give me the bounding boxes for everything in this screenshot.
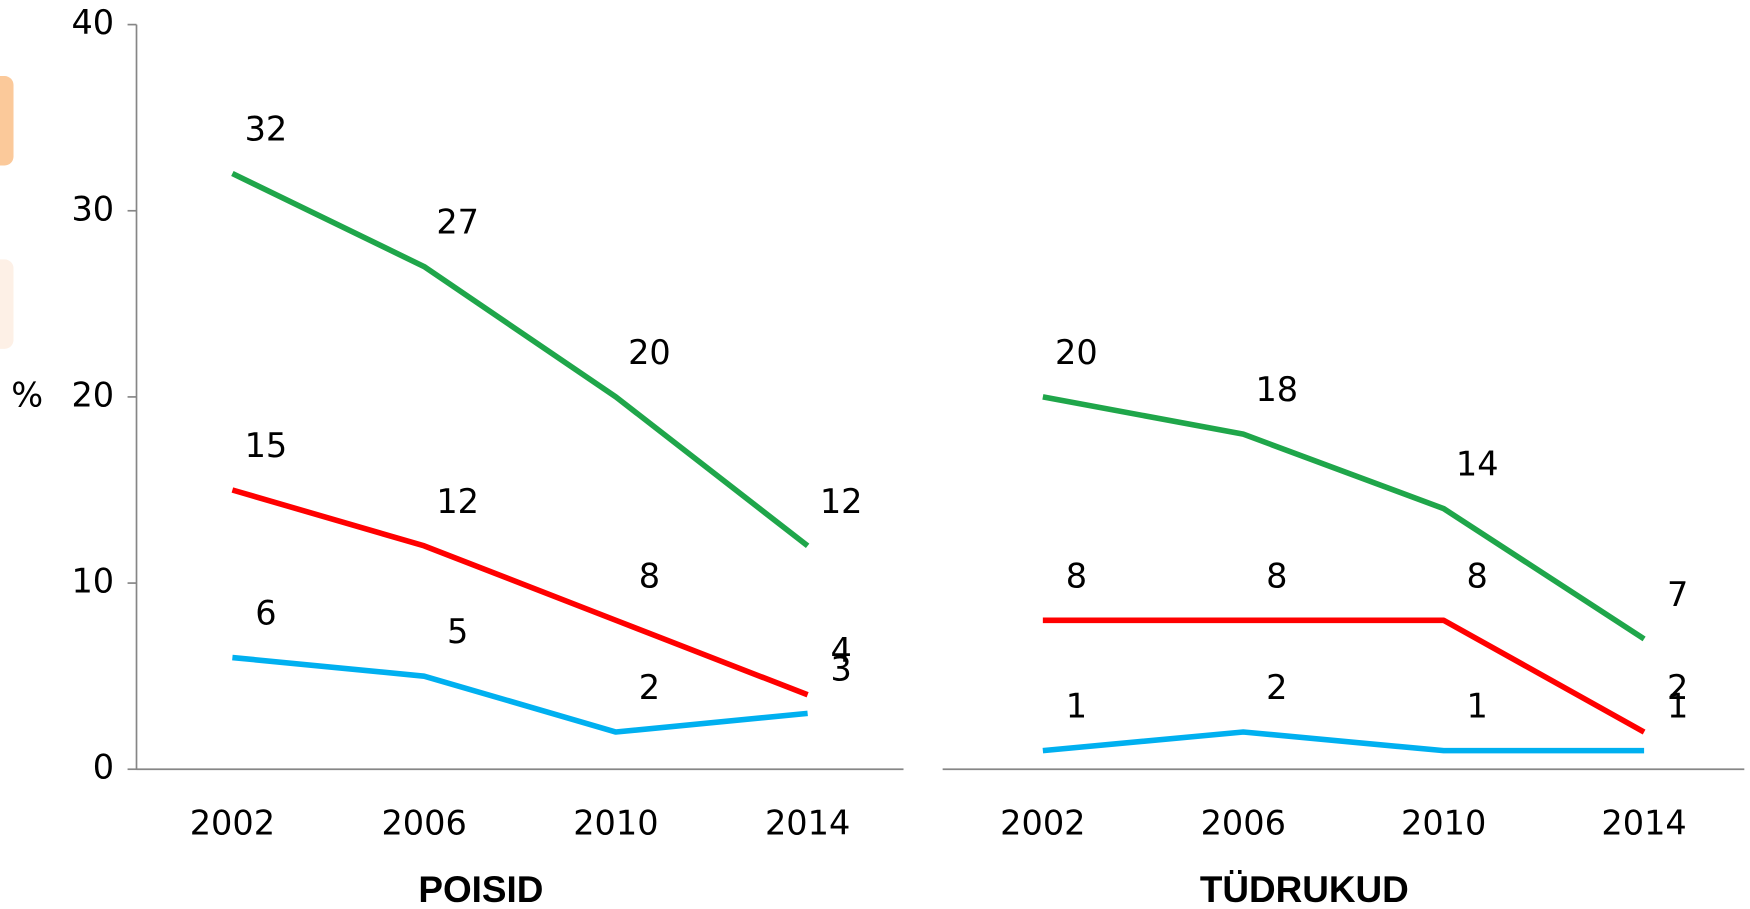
y-tick-label: 20 xyxy=(71,375,114,414)
data-label: 27 xyxy=(436,203,479,242)
x-tick-label: 2002 xyxy=(190,804,275,843)
x-tick-label: 2002 xyxy=(1000,804,1085,843)
data-label: 20 xyxy=(1055,333,1098,372)
data-label: 32 xyxy=(245,110,288,149)
data-label: 5 xyxy=(447,612,468,651)
line xyxy=(1042,394,1646,642)
data-label: 18 xyxy=(1255,370,1298,409)
data-label: 8 xyxy=(1266,556,1287,595)
data-label: 20 xyxy=(628,333,671,372)
data-label: 8 xyxy=(1066,556,1087,595)
data-label: 3 xyxy=(831,649,852,688)
data-label: 2 xyxy=(1667,668,1688,707)
chart-title: TÜDRUKUD xyxy=(1200,869,1409,909)
line xyxy=(1042,729,1645,754)
y-tick-label: 10 xyxy=(71,562,114,601)
decoration xyxy=(0,76,14,166)
data-label: 4 xyxy=(831,631,852,670)
data-label: 2 xyxy=(639,668,660,707)
data-label: 1 xyxy=(1467,687,1488,726)
data-label: 6 xyxy=(255,594,276,633)
data-label: 8 xyxy=(1467,556,1488,595)
line xyxy=(231,487,809,698)
data-label: 8 xyxy=(639,556,660,595)
data-label: 1 xyxy=(1667,687,1688,726)
x-tick-label: 2006 xyxy=(1201,804,1286,843)
line xyxy=(1042,617,1646,735)
decoration xyxy=(0,259,14,349)
y-tick-label: 30 xyxy=(71,189,114,228)
line xyxy=(231,171,810,549)
x-tick-label: 2014 xyxy=(1601,804,1686,843)
data-label: 14 xyxy=(1456,445,1499,484)
data-label: 12 xyxy=(436,482,479,521)
line xyxy=(232,654,808,735)
y-axis-label: % xyxy=(11,375,43,414)
x-tick-label: 2010 xyxy=(573,804,658,843)
y-tick-label: 0 xyxy=(93,748,114,787)
x-tick-label: 2010 xyxy=(1401,804,1486,843)
data-label: 2 xyxy=(1266,668,1287,707)
x-tick-label: 2014 xyxy=(765,804,850,843)
data-label: 12 xyxy=(820,482,863,521)
data-label: 7 xyxy=(1667,575,1688,614)
x-tick-label: 2006 xyxy=(381,804,466,843)
data-label: 1 xyxy=(1066,687,1087,726)
chart-title: POISID xyxy=(418,869,543,909)
data-label: 15 xyxy=(245,426,288,465)
y-tick-label: 40 xyxy=(71,3,114,42)
